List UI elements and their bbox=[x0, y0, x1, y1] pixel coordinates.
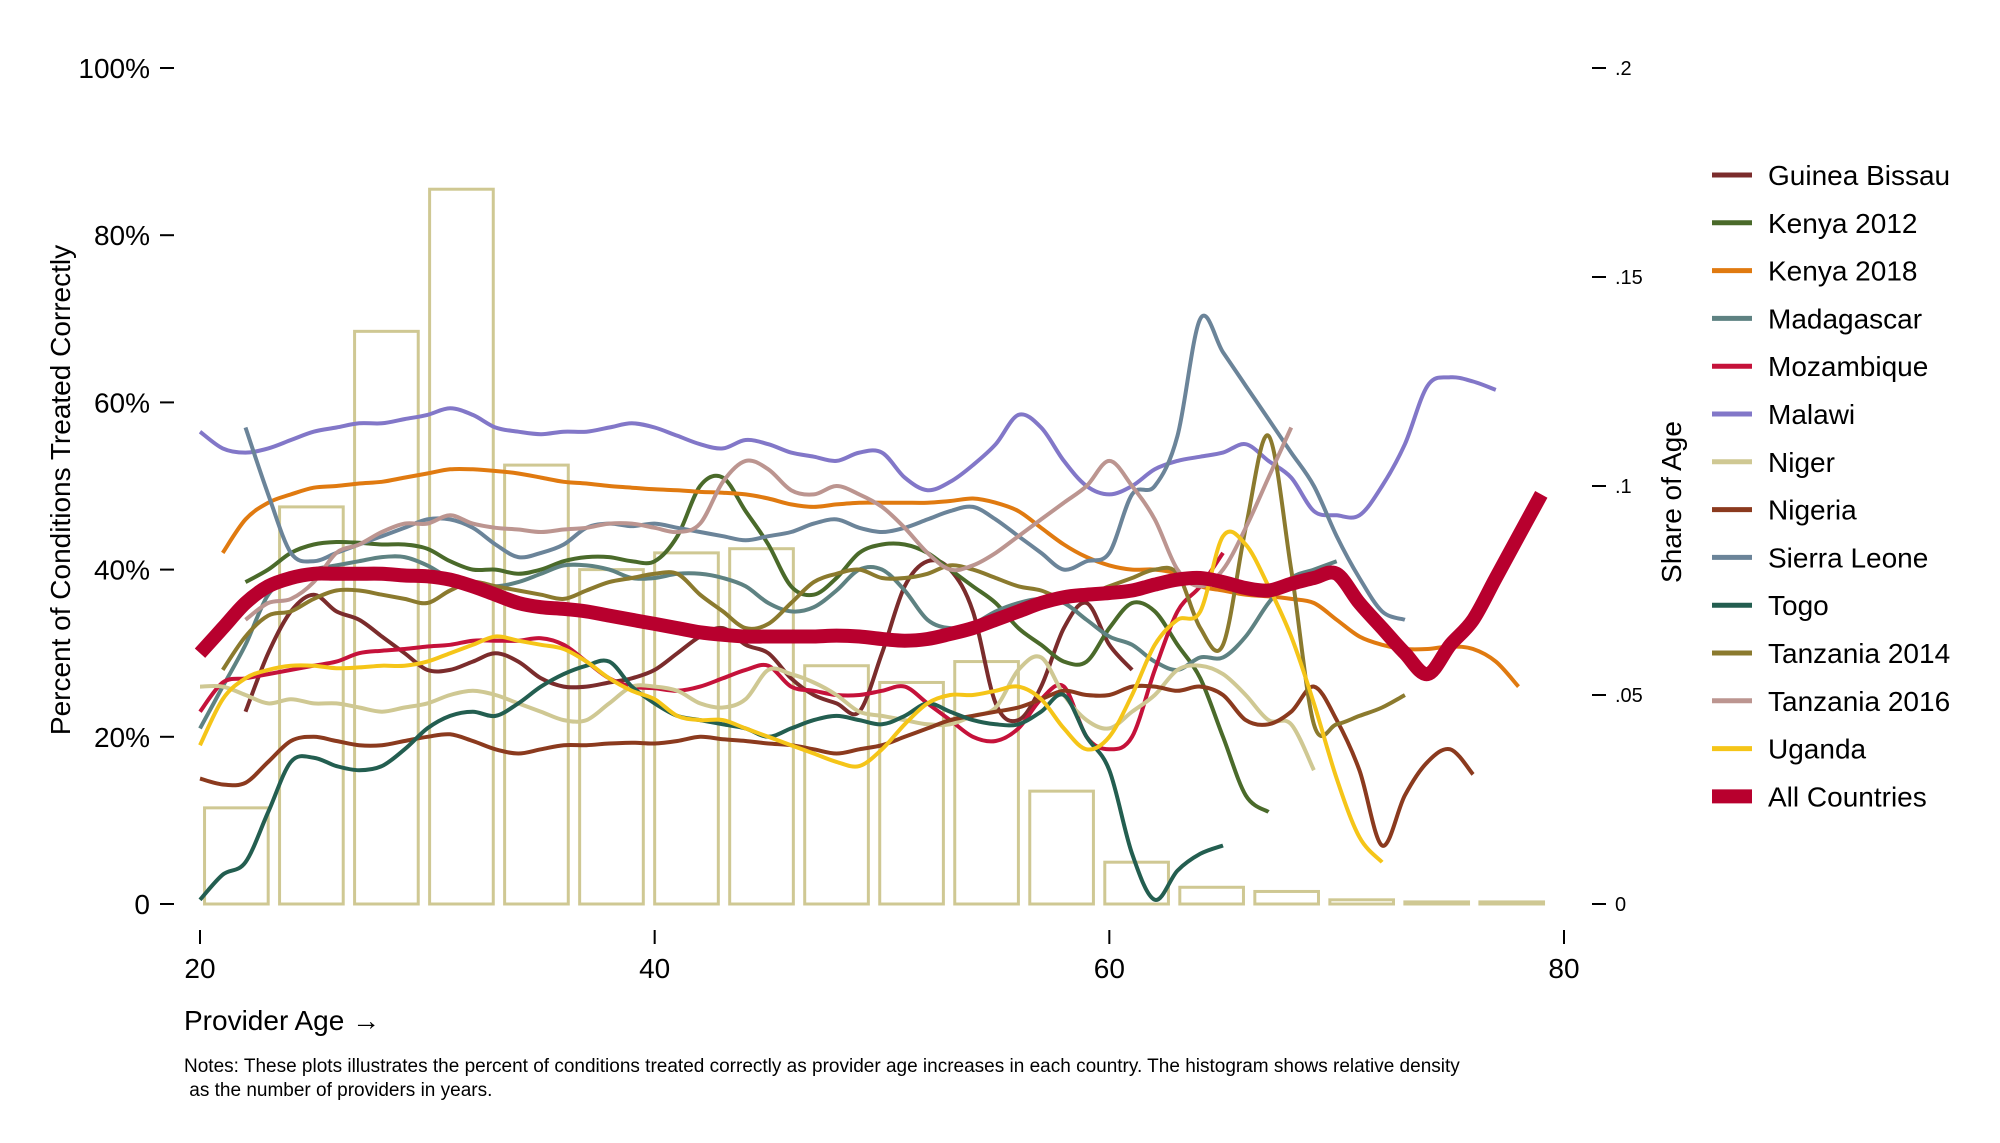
histogram-bar-17 bbox=[1478, 900, 1546, 906]
series-line-kenya-2018 bbox=[221, 466, 1520, 688]
histogram-bar-6 bbox=[653, 551, 720, 906]
y-tick-label: 0 bbox=[134, 889, 150, 920]
histogram-bar-9 bbox=[878, 680, 945, 906]
legend-label-sierra-leone: Sierra Leone bbox=[1768, 542, 1928, 573]
histogram-bar-11 bbox=[1028, 789, 1095, 906]
y-axis-right: 0 .05 .1 .15 .2 bbox=[1592, 58, 1643, 916]
legend-label-guinea-bissau: Guinea Bissau bbox=[1768, 160, 1950, 191]
series-line-tanzania-2014 bbox=[221, 433, 1406, 738]
series-line-kenya-2012 bbox=[244, 473, 1270, 814]
legend-label-kenya-2012: Kenya 2012 bbox=[1768, 208, 1917, 239]
series-line-mozambique bbox=[198, 551, 1225, 752]
y2-axis-title: Share of Age bbox=[1656, 421, 1687, 583]
histogram-bar-16 bbox=[1403, 900, 1471, 906]
histogram-bar-8 bbox=[803, 664, 870, 906]
legend-label-madagascar: Madagascar bbox=[1768, 303, 1922, 334]
y-tick-label: 60% bbox=[94, 387, 150, 418]
legend-label-malawi: Malawi bbox=[1768, 399, 1855, 430]
series-line-all-countries bbox=[194, 491, 1548, 682]
legend-label-all-countries: All Countries bbox=[1768, 781, 1927, 812]
y-tick-label: 20% bbox=[94, 722, 150, 753]
series-line-niger bbox=[199, 654, 1316, 772]
legend-label-mozambique: Mozambique bbox=[1768, 351, 1928, 382]
legend-label-tanzania-2016: Tanzania 2016 bbox=[1768, 686, 1950, 717]
histogram-bar-0 bbox=[203, 806, 270, 906]
y-tick-label: 40% bbox=[94, 555, 150, 586]
y2-tick-label: .2 bbox=[1615, 58, 1632, 80]
x-tick-label: 40 bbox=[639, 953, 670, 984]
histogram-bar-13 bbox=[1178, 885, 1245, 906]
series-lines bbox=[194, 313, 1548, 902]
x-axis: 20 40 60 80 bbox=[184, 930, 1580, 984]
histogram-bar-10 bbox=[953, 660, 1020, 906]
y-axis-title: Percent of Conditions Treated Correctly bbox=[45, 245, 76, 735]
legend-label-tanzania-2014: Tanzania 2014 bbox=[1768, 638, 1950, 669]
series-line-tanzania-2016 bbox=[244, 426, 1294, 622]
notes: Notes: These plots illustrates the perce… bbox=[184, 1055, 1764, 1103]
notes-line-2: as the number of providers in years. bbox=[184, 1080, 493, 1101]
y2-tick-label: .15 bbox=[1615, 267, 1643, 289]
histogram-bar-15 bbox=[1328, 898, 1396, 906]
legend-label-uganda: Uganda bbox=[1768, 734, 1867, 765]
legend: Guinea Bissau Kenya 2012 Kenya 2018 Madagas… bbox=[1712, 160, 1950, 812]
y-axis-left: 0 20% 40% 60% 80% 100% bbox=[78, 53, 174, 920]
legend-label-nigeria: Nigeria bbox=[1768, 495, 1857, 526]
x-tick-label: 60 bbox=[1094, 953, 1125, 984]
legend-label-togo: Togo bbox=[1768, 590, 1829, 621]
histogram-bar-3 bbox=[428, 187, 495, 906]
y2-tick-label: .1 bbox=[1615, 476, 1632, 498]
series-line-togo bbox=[198, 658, 1224, 902]
histogram bbox=[203, 187, 1546, 906]
x-tick-label: 20 bbox=[184, 953, 215, 984]
series-line-guinea-bissau bbox=[243, 558, 1134, 724]
x-axis-title: Provider Age → bbox=[184, 1005, 380, 1036]
notes-line-1: Notes: These plots illustrates the perce… bbox=[184, 1056, 1460, 1077]
histogram-bar-14 bbox=[1253, 889, 1320, 906]
y2-tick-label: 0 bbox=[1615, 894, 1626, 916]
y-tick-label: 100% bbox=[78, 53, 150, 84]
histogram-bar-4 bbox=[503, 463, 570, 906]
series-line-malawi bbox=[198, 375, 1497, 520]
legend-label-kenya-2018: Kenya 2018 bbox=[1768, 256, 1917, 287]
y2-tick-label: .05 bbox=[1615, 685, 1643, 707]
series-line-uganda bbox=[198, 529, 1384, 864]
x-tick-label: 80 bbox=[1548, 953, 1579, 984]
y-tick-label: 80% bbox=[94, 220, 150, 251]
legend-label-niger: Niger bbox=[1768, 447, 1835, 478]
